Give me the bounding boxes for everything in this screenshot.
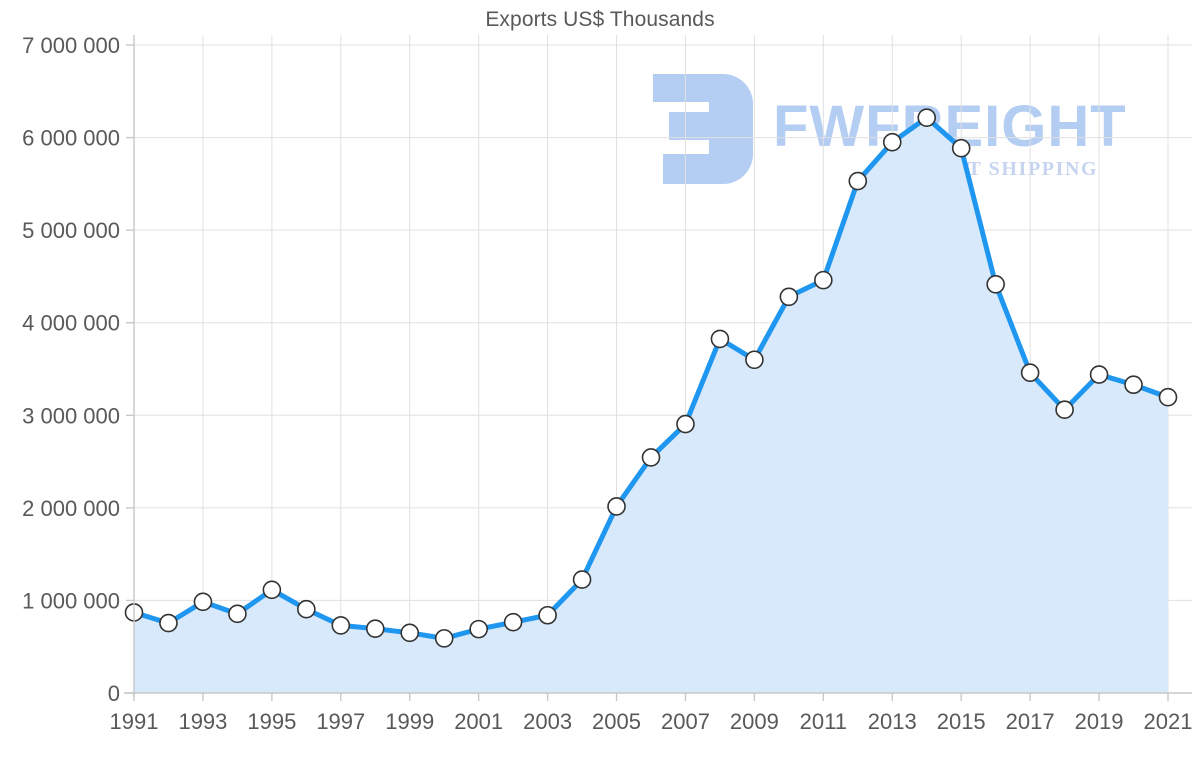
x-axis-tick-label: 2001	[454, 709, 503, 734]
x-axis-tick-label: 1991	[110, 709, 159, 734]
data-point-marker[interactable]: 2007: 2905000	[676, 414, 695, 434]
x-axis-tick-label: 1993	[178, 709, 227, 734]
y-axis-tick-label: 3 000 000	[22, 403, 120, 428]
data-point-marker[interactable]: 2002: 765000	[503, 612, 523, 632]
data-point-marker[interactable]: 2008: 3825000	[710, 329, 730, 349]
data-point-marker[interactable]: 2001: 690000	[469, 619, 488, 639]
y-axis-tick-label: 6 000 000	[22, 126, 120, 151]
data-point-marker[interactable]: 2019: 3440000	[1089, 365, 1109, 384]
data-point-marker[interactable]: 2011: 4460000	[814, 270, 833, 290]
x-axis-tick-label: 2021	[1144, 709, 1193, 734]
data-point-marker[interactable]: 1992: 755000	[159, 613, 178, 633]
x-axis-tick-label: 2019	[1075, 709, 1124, 734]
x-axis-tick-label: 2007	[661, 709, 710, 734]
x-axis-tick-label: 1995	[247, 709, 296, 734]
x-axis-tick-label: 2011	[800, 709, 847, 734]
x-axis-tick-label: 2015	[937, 709, 986, 734]
data-point-marker[interactable]: 2016: 4415000	[986, 274, 1005, 294]
x-axis-tick-label: 1999	[385, 709, 434, 734]
axis-lines	[124, 35, 1192, 701]
x-axis-tick-label: 2003	[523, 709, 572, 734]
x-axis-labels: 1991 1993 1995 1997 1999 2001 2003 2005 2007 2009…	[110, 709, 1193, 734]
y-axis-tick-label: 2 000 000	[22, 496, 120, 521]
data-point-marker[interactable]: 1994: 855000	[228, 604, 247, 624]
data-point-marker[interactable]: 1997: 730000	[331, 616, 351, 635]
data-point-marker[interactable]: 2020: 3330000	[1124, 375, 1143, 395]
area-fill	[134, 117, 1168, 693]
data-point-marker[interactable]: 2017: 3460000	[1020, 363, 1040, 383]
y-axis-tick-label: 0	[108, 681, 120, 706]
data-point-marker[interactable]: 1998: 695000	[365, 619, 385, 638]
data-point-marker[interactable]: 1995: 1115000	[262, 580, 282, 600]
x-axis-tick-label: 2013	[868, 709, 917, 734]
data-point-marker[interactable]: 1993: 985000	[193, 592, 213, 612]
y-axis-tick-label: 5 000 000	[22, 218, 120, 243]
data-markers: 1991: 8700001992: 7550001993: 9850001994…	[124, 108, 1178, 648]
data-point-marker[interactable]: 2003: 840000	[538, 605, 557, 625]
x-axis-tick-label: 2005	[592, 709, 641, 734]
data-point-marker[interactable]: 1996: 905000	[297, 599, 316, 619]
chart-title: Exports US$ Thousands	[485, 8, 715, 31]
data-point-marker[interactable]: 2013: 5950000	[882, 132, 902, 152]
data-point-marker[interactable]: 2010: 4280000	[779, 287, 799, 307]
data-point-marker[interactable]: 2004: 1225000	[572, 570, 592, 589]
data-point-marker[interactable]: 2005: 2015000	[607, 497, 626, 516]
x-axis-tick-label: 2017	[1006, 709, 1055, 734]
data-point-marker[interactable]: 2014: 6215000	[917, 108, 937, 127]
data-point-marker[interactable]: 2009: 3600000	[745, 350, 764, 370]
data-point-marker[interactable]: 2006: 2545000	[641, 448, 661, 467]
y-axis-tick-label: 1 000 000	[22, 588, 120, 613]
data-point-marker[interactable]: 1999: 650000	[400, 623, 420, 643]
x-axis-tick-label: 1997	[316, 709, 365, 734]
data-point-marker[interactable]: 2018: 3060000	[1055, 400, 1074, 420]
y-axis-labels: 0 1 000 000 2 000 000 3 000 000 4 000 000 5 0…	[22, 33, 120, 706]
y-axis-tick-label: 4 000 000	[22, 311, 120, 336]
data-point-marker[interactable]: 2015: 5885000	[951, 138, 971, 158]
area-fill-path	[134, 117, 1168, 693]
data-point-marker[interactable]: 2021: 3195000	[1158, 387, 1178, 407]
data-point-marker[interactable]: 2012: 5530000	[848, 171, 868, 191]
y-axis-tick-label: 7 000 000	[22, 33, 120, 58]
x-axis-tick-label: 2009	[730, 709, 779, 734]
